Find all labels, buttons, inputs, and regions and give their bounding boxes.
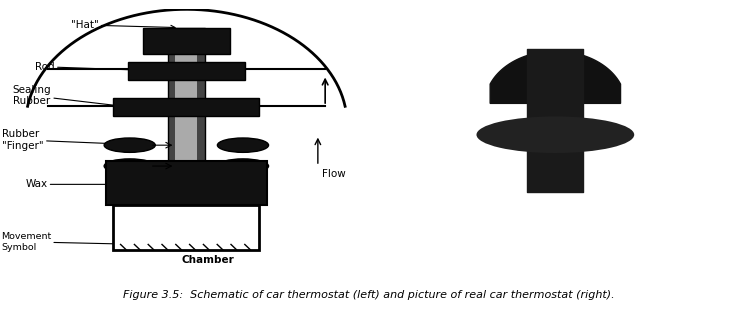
FancyBboxPatch shape bbox=[608, 101, 699, 164]
Ellipse shape bbox=[218, 138, 269, 152]
Bar bbox=[114, 98, 260, 116]
Ellipse shape bbox=[218, 159, 269, 173]
Bar bbox=[114, 205, 260, 250]
Text: Rod: Rod bbox=[35, 62, 153, 72]
Text: Figure 3.5:  Schematic of car thermostat (left) and picture of real car thermost: Figure 3.5: Schematic of car thermostat … bbox=[123, 290, 615, 300]
Point bbox=[553, 229, 565, 234]
Text: Movement
Symbol: Movement Symbol bbox=[1, 232, 139, 252]
Ellipse shape bbox=[104, 159, 155, 173]
FancyBboxPatch shape bbox=[408, 151, 703, 197]
Bar bbox=[176, 28, 197, 250]
Text: Rubber
"Finger": Rubber "Finger" bbox=[2, 129, 146, 151]
Point bbox=[564, 244, 576, 249]
Bar bbox=[168, 28, 204, 250]
Text: Flow: Flow bbox=[322, 169, 345, 179]
Bar bbox=[128, 62, 245, 80]
Text: "Hat": "Hat" bbox=[71, 20, 175, 30]
Ellipse shape bbox=[477, 116, 634, 153]
Polygon shape bbox=[432, 22, 678, 114]
Polygon shape bbox=[490, 51, 621, 103]
Ellipse shape bbox=[104, 138, 155, 152]
Bar bbox=[142, 28, 230, 54]
Text: Wax: Wax bbox=[25, 179, 146, 189]
FancyBboxPatch shape bbox=[412, 101, 503, 164]
Text: Chamber: Chamber bbox=[182, 255, 235, 265]
Point bbox=[560, 211, 572, 216]
Bar bbox=[106, 161, 266, 205]
Text: Sealing
Rubber: Sealing Rubber bbox=[13, 85, 128, 109]
